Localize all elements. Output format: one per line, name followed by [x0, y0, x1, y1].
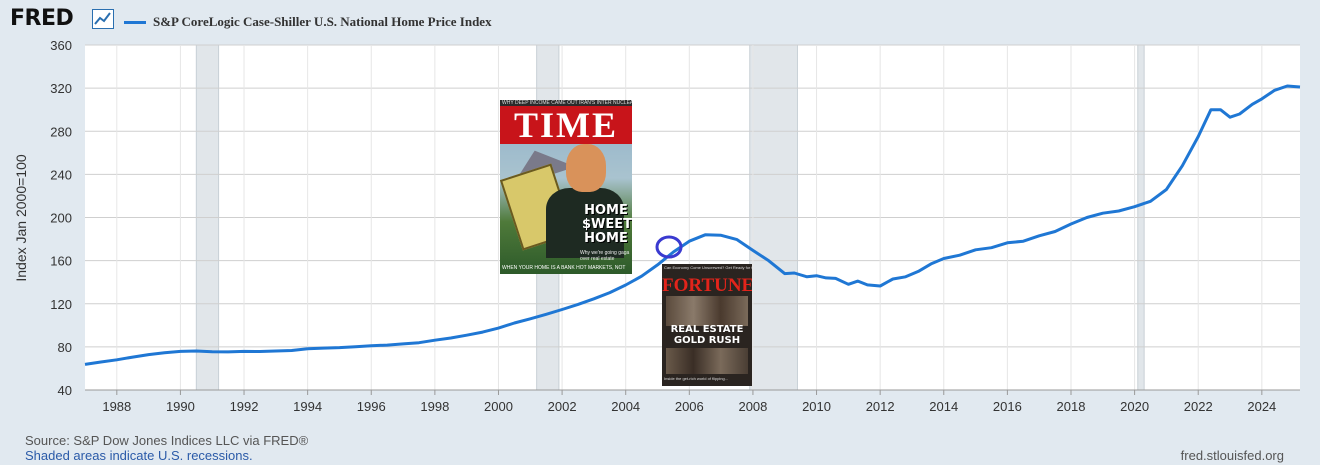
site-link[interactable]: fred.stlouisfed.org	[1180, 448, 1284, 463]
chart-legend: S&P CoreLogic Case-Shiller U.S. National…	[124, 12, 492, 32]
x-axis: 1988 1990 1992 1994 1996 1998 2000 2002 2004 2006…	[85, 389, 1300, 414]
fred-logo[interactable]: FRED	[10, 6, 74, 31]
highlight-circle	[655, 235, 683, 259]
fortune-photo-bottom	[666, 348, 748, 374]
x-tick-label: 2016	[993, 399, 1022, 414]
x-tick-label: 1996	[357, 399, 386, 414]
x-tick-label: 2014	[929, 399, 958, 414]
x-tick-label: 1998	[420, 399, 449, 414]
man-body-illustration	[546, 188, 624, 258]
recession-note-link[interactable]: Shaded areas indicate U.S. recessions.	[25, 448, 253, 463]
time-top-line: WHY DEEP INCOME CAME OUT IRAN'S INTER NU…	[502, 100, 632, 106]
x-tick-label: 2012	[866, 399, 895, 414]
y-tick-label: 240	[50, 167, 72, 182]
line-chart-icon[interactable]	[92, 9, 114, 29]
x-tick-label: 1994	[293, 399, 322, 414]
x-tick-label: 2018	[1057, 399, 1086, 414]
x-tick-label: 2024	[1247, 399, 1276, 414]
y-tick-label: 80	[58, 340, 72, 355]
source-note: Source: S&P Dow Jones Indices LLC via FR…	[25, 433, 309, 448]
man-head-illustration	[566, 144, 606, 192]
y-tick-label: 320	[50, 81, 72, 96]
x-tick-label: 2000	[484, 399, 513, 414]
fortune-photo-top	[666, 296, 748, 326]
time-masthead: TIME	[500, 106, 632, 144]
x-tick-label: 2020	[1120, 399, 1149, 414]
x-tick-label: 1990	[166, 399, 195, 414]
time-subline: Why we're going gaga over real estate	[580, 250, 630, 262]
y-tick-label: 360	[50, 38, 72, 53]
y-tick-label: 40	[58, 383, 72, 398]
y-tick-label: 200	[50, 211, 72, 226]
y-axis-label: Index Jan 2000=100	[13, 154, 29, 281]
legend-swatch	[124, 20, 146, 24]
fortune-bottom-line: Inside the get-rich world of flipping...	[664, 376, 729, 381]
x-tick-label: 2006	[675, 399, 704, 414]
x-tick-label: 2010	[802, 399, 831, 414]
time-topbar	[500, 100, 632, 106]
x-tick-label: 2022	[1184, 399, 1213, 414]
legend-label: S&P CoreLogic Case-Shiller U.S. National…	[153, 14, 492, 29]
fortune-magazine-cover: Can Economy Come Unscrewed? Get Ready fo…	[662, 264, 752, 386]
y-axis: 40 80 120 160 200 240 280 320 360	[50, 38, 72, 398]
y-tick-label: 120	[50, 297, 72, 312]
x-tick-label: 1988	[102, 399, 131, 414]
series-line[interactable]	[84, 84, 1301, 366]
x-tick-label: 2002	[548, 399, 577, 414]
fortune-masthead: FORTUNE	[662, 275, 752, 296]
fortune-top-line: Can Economy Come Unscrewed? Get Ready fo…	[664, 265, 752, 270]
time-bottom-line: WHEN YOUR HOME IS A BANK HOT MARKETS, NO…	[502, 265, 626, 271]
x-tick-label: 2004	[611, 399, 640, 414]
y-tick-label: 160	[50, 254, 72, 269]
fortune-headline: REAL ESTATE GOLD RUSH	[670, 324, 744, 346]
time-magazine-cover: WHY DEEP INCOME CAME OUT IRAN'S INTER NU…	[500, 100, 632, 274]
x-tick-label: 1992	[230, 399, 259, 414]
x-tick-label: 2008	[738, 399, 767, 414]
y-tick-label: 280	[50, 124, 72, 139]
time-headline: HOME $WEET HOME	[582, 203, 632, 246]
